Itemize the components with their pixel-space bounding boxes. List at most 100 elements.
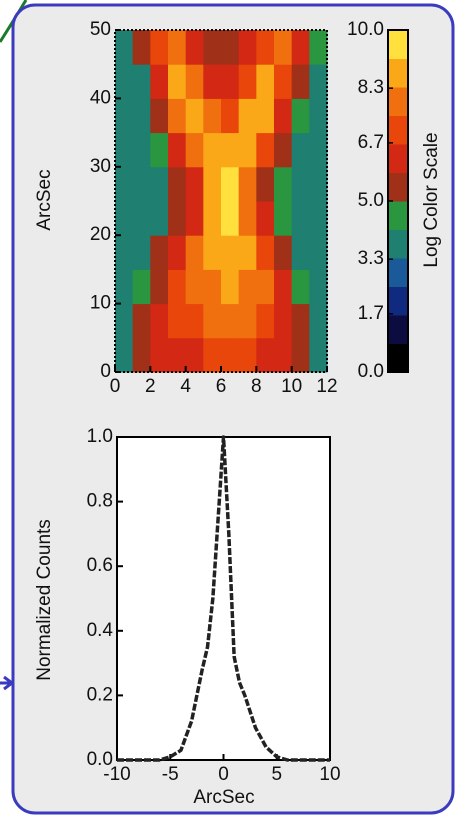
colorbar-tick-label: 8.3 — [358, 77, 384, 98]
heatmap-cell — [291, 201, 310, 236]
x-tick-label: 10 — [319, 764, 340, 785]
heatmap-cell — [185, 269, 204, 305]
colorbar-step — [388, 343, 408, 373]
heatmap-cell — [238, 337, 257, 373]
y-tick-label: 0.4 — [87, 620, 114, 641]
colorbar-step — [388, 286, 408, 316]
heatmap-cell — [185, 64, 204, 99]
heatmap-cell — [115, 269, 134, 305]
heatmap-cell — [132, 201, 151, 236]
heatmap-cell — [115, 98, 134, 134]
x-tick-label: -5 — [162, 764, 179, 785]
y-tick-label: 30 — [90, 156, 111, 177]
heatmap-cell — [238, 98, 257, 134]
colorbar-step — [388, 144, 408, 173]
heatmap-cell — [221, 98, 240, 134]
heatmap-cell — [132, 235, 151, 270]
heatmap-cell — [274, 98, 293, 134]
colorbar-step — [388, 229, 408, 259]
heatmap-cell — [115, 303, 134, 339]
heatmap-cell — [168, 64, 187, 99]
colorbar-step — [388, 258, 408, 287]
heatmap-cell — [203, 64, 222, 99]
heatmap-cell — [274, 30, 293, 65]
heatmap-cell — [150, 201, 169, 236]
y-axis-label: Normalized Counts — [34, 519, 55, 681]
heatmap-cell — [291, 30, 310, 65]
heatmap-cell — [309, 269, 328, 305]
heatmap-cell — [132, 337, 151, 373]
heatmap-cell — [291, 64, 310, 99]
heatmap-cell — [291, 337, 310, 373]
heatmap-cell — [274, 337, 293, 373]
heatmap-cell — [132, 98, 151, 134]
heatmap-cell — [309, 303, 328, 339]
colorbar-label: Log Color Scale — [421, 132, 442, 267]
y-tick-label: 0 — [100, 361, 111, 382]
heatmap-cell — [203, 303, 222, 339]
heatmap-cell — [274, 166, 293, 202]
heatmap-cell — [221, 303, 240, 339]
heatmap-cell — [150, 235, 169, 270]
heatmap-cell — [238, 235, 257, 270]
heatmap-cell — [238, 30, 257, 65]
heatmap-cell — [203, 337, 222, 373]
heatmap-cell — [309, 166, 328, 202]
heatmap-cell — [185, 30, 204, 65]
colorbar-step — [388, 87, 408, 116]
heatmap-cell — [256, 303, 275, 339]
heatmap-cell — [185, 166, 204, 202]
heatmap-cell — [203, 269, 222, 305]
heatmap-cell — [115, 30, 134, 65]
heatmap-cell — [132, 64, 151, 99]
heatmap-cell — [256, 166, 275, 202]
y-tick-label: 10 — [90, 293, 111, 314]
heatmap-cell — [256, 269, 275, 305]
x-tick-label: 12 — [316, 376, 337, 397]
heatmap-cell — [185, 132, 204, 168]
heatmap-cell — [274, 303, 293, 339]
heatmap-cell — [203, 166, 222, 202]
heatmap-cell — [238, 166, 257, 202]
heatmap-cell — [221, 132, 240, 168]
y-tick-label: 0.8 — [87, 491, 113, 512]
heatmap-cell — [291, 269, 310, 305]
heatmap-cell — [168, 269, 187, 305]
heatmap-cell — [115, 235, 134, 270]
x-tick-label: 6 — [216, 376, 227, 397]
x-axis-label: ArcSec — [193, 787, 254, 808]
colorbar-step — [388, 172, 408, 202]
heatmap-cell — [132, 132, 151, 168]
colorbar-step — [388, 315, 408, 344]
x-tick-label: 0 — [218, 764, 229, 785]
y-axis-label: ArcSec — [34, 169, 55, 230]
heatmap-cell — [132, 30, 151, 65]
heatmap-cell — [150, 132, 169, 168]
colorbar-tick-label: 10.0 — [347, 19, 384, 40]
heatmap-cell — [309, 201, 328, 236]
y-tick-label: 0.2 — [87, 684, 113, 705]
x-tick-label: 8 — [251, 376, 262, 397]
heatmap-cell — [238, 201, 257, 236]
heatmap-cell — [168, 303, 187, 339]
x-tick-label: -10 — [103, 764, 130, 785]
heatmap-cell — [238, 269, 257, 305]
heatmap-cell — [221, 201, 240, 236]
heatmap-cell — [256, 235, 275, 270]
heatmap-cell — [256, 337, 275, 373]
colorbar-tick-label: 3.3 — [358, 248, 384, 269]
heatmap-cell — [185, 235, 204, 270]
heatmap-cell — [168, 337, 187, 373]
heatmap-cell — [150, 269, 169, 305]
heatmap-cell — [168, 132, 187, 168]
profile-line — [117, 435, 330, 762]
heatmap-cell — [309, 235, 328, 270]
heatmap-cell — [309, 337, 328, 373]
heatmap-cell — [256, 132, 275, 168]
colorbar-tick-label: 0.0 — [358, 361, 384, 382]
y-tick-label: 40 — [90, 87, 111, 108]
heatmap-cell — [274, 235, 293, 270]
heatmap-cell — [150, 303, 169, 339]
heatmap-cell — [185, 98, 204, 134]
heatmap-cell — [115, 337, 134, 373]
